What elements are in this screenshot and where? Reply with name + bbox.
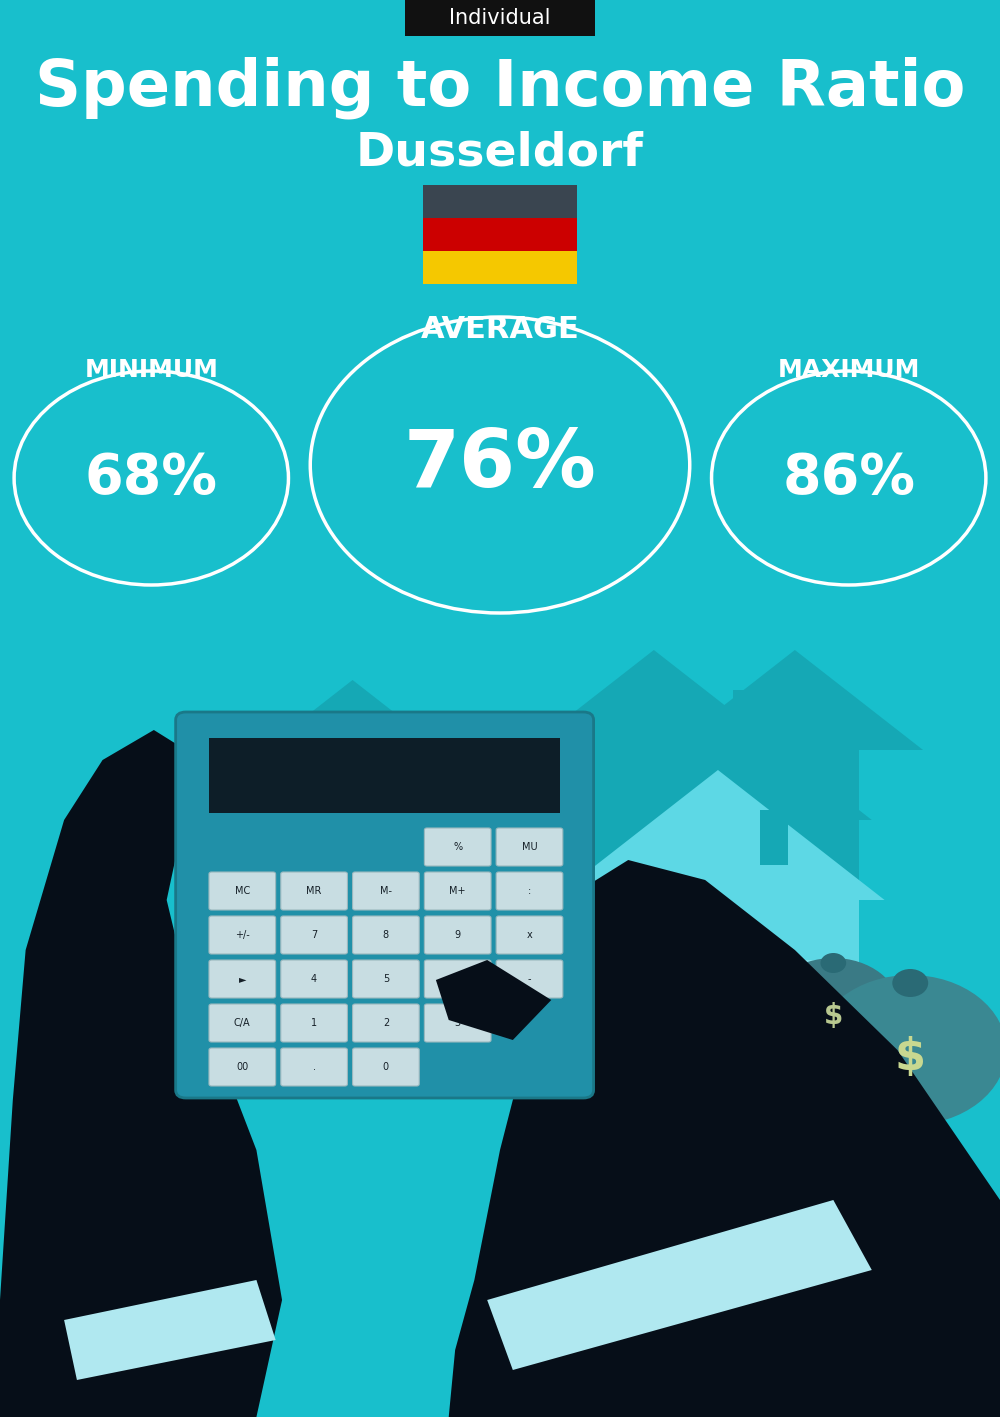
Text: Individual: Individual [449,9,551,28]
FancyBboxPatch shape [209,1049,276,1085]
Bar [782,959,831,1015]
Bar [577,900,859,1100]
Text: 0: 0 [383,1061,389,1073]
Text: %: % [453,842,462,852]
Bar [423,218,577,251]
Polygon shape [0,730,282,1417]
Text: +/-: +/- [235,930,250,939]
Text: MU: MU [522,842,537,852]
Text: 1: 1 [311,1017,317,1027]
Bar [209,738,560,813]
FancyBboxPatch shape [176,711,594,1098]
Polygon shape [487,1200,872,1370]
Text: $: $ [895,1036,926,1080]
FancyBboxPatch shape [353,959,419,998]
Text: :: : [528,886,531,896]
FancyBboxPatch shape [353,871,419,910]
FancyBboxPatch shape [496,828,563,866]
Text: C/A: C/A [234,1017,251,1027]
Polygon shape [436,959,551,1040]
Bar [769,1088,936,1098]
Text: x: x [527,930,532,939]
Text: 7: 7 [311,930,317,939]
Text: 9: 9 [455,930,461,939]
FancyBboxPatch shape [281,1049,347,1085]
Text: ►: ► [239,973,246,983]
Polygon shape [64,1280,276,1380]
Text: 00: 00 [236,1061,248,1073]
FancyBboxPatch shape [424,959,491,998]
FancyBboxPatch shape [281,1005,347,1041]
Text: MAXIMUM: MAXIMUM [778,359,920,383]
FancyBboxPatch shape [281,915,347,954]
FancyBboxPatch shape [424,915,491,954]
Bar [683,1000,753,1100]
Circle shape [821,954,846,973]
Text: AVERAGE: AVERAGE [421,316,579,344]
Text: Dusseldorf: Dusseldorf [356,130,644,176]
Bar [769,1076,936,1085]
Text: -: - [528,973,531,983]
Text: Spending to Income Ratio: Spending to Income Ratio [35,57,965,119]
Text: MINIMUM: MINIMUM [84,359,218,383]
Text: 68%: 68% [85,451,218,504]
Polygon shape [237,680,468,1000]
Text: 5: 5 [383,973,389,983]
Bar [769,1064,936,1074]
Bar [423,186,577,218]
Bar [474,820,833,1040]
Text: M+: M+ [449,886,466,896]
FancyBboxPatch shape [353,915,419,954]
Text: MR: MR [306,886,322,896]
Text: MC: MC [235,886,250,896]
FancyBboxPatch shape [209,959,276,998]
Bar [605,959,654,1015]
Bar [769,1051,936,1061]
Circle shape [892,969,928,998]
Bar [769,1040,936,1050]
FancyBboxPatch shape [496,871,563,910]
Text: 76%: 76% [404,427,596,504]
FancyBboxPatch shape [209,1005,276,1041]
Polygon shape [436,650,872,820]
FancyBboxPatch shape [209,915,276,954]
Bar [760,811,788,864]
FancyBboxPatch shape [405,0,595,35]
FancyBboxPatch shape [281,871,347,910]
Circle shape [814,975,1000,1125]
Text: 2: 2 [383,1017,389,1027]
Bar [423,251,577,283]
Bar [769,1112,936,1122]
Text: 8: 8 [383,930,389,939]
Circle shape [767,958,900,1061]
Text: $: $ [824,1002,843,1030]
FancyBboxPatch shape [353,1049,419,1085]
FancyBboxPatch shape [424,828,491,866]
Polygon shape [667,650,923,1020]
FancyBboxPatch shape [281,959,347,998]
FancyBboxPatch shape [209,871,276,910]
FancyBboxPatch shape [424,1005,491,1041]
Text: 3: 3 [455,1017,461,1027]
FancyBboxPatch shape [496,915,563,954]
Text: 4: 4 [311,973,317,983]
Polygon shape [551,769,885,900]
Text: 86%: 86% [782,451,915,504]
Text: M-: M- [380,886,392,896]
FancyBboxPatch shape [424,871,491,910]
Bar [769,1100,936,1110]
FancyBboxPatch shape [496,959,563,998]
Bar [733,690,769,765]
Text: .: . [313,1061,316,1073]
Text: 6: 6 [455,973,461,983]
Polygon shape [449,860,1000,1417]
FancyBboxPatch shape [353,1005,419,1041]
